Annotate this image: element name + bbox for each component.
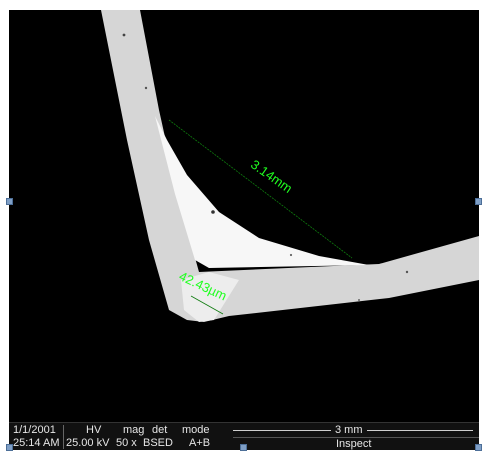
speck [358,299,360,301]
resize-handle-bottom-left[interactable] [6,444,13,451]
speck [211,210,215,214]
sem-image-frame: 3.14mm 42.43µm 1/1/2001 25:14 AM HV 25.0… [9,10,479,450]
resize-handle-bottom[interactable] [240,444,247,451]
resize-handle-right[interactable] [475,198,482,205]
databar-hv-value: 25.00 kV [66,437,110,449]
speck [122,33,126,37]
length-measure-line [168,119,353,259]
thickness-measure-line [190,295,224,315]
specimen-corner-highlight [181,272,239,322]
databar-mode-label: mode [182,424,210,436]
speck [405,270,409,274]
specimen-band [101,10,479,322]
resize-handle-left[interactable] [6,198,13,205]
footer-divider [233,437,479,438]
databar-det-value: BSED [143,437,173,449]
databar-mag-value: 50 x [116,437,137,449]
length-measurement-label: 3.14mm [248,157,295,196]
databar-date: 1/1/2001 [13,424,56,436]
speck [144,86,148,90]
sem-micrograph: 3.14mm 42.43µm [101,10,479,322]
speck [289,253,293,257]
databar-det-label: det [152,424,168,436]
scale-bar-label: 3 mm [331,424,367,437]
specimen-fillet [155,116,369,268]
databar-mag-label: mag [123,424,145,436]
databar-time: 25:14 AM [13,437,60,449]
databar-mode-value: A+B [189,437,211,449]
resize-handle-bottom-right[interactable] [475,444,482,451]
databar-divider [63,425,64,449]
databar-hv-label: HV [86,424,102,436]
databar-footer-label: Inspect [336,438,372,450]
sem-databar: 1/1/2001 25:14 AM HV 25.00 kV mag 50 x d… [9,422,479,450]
